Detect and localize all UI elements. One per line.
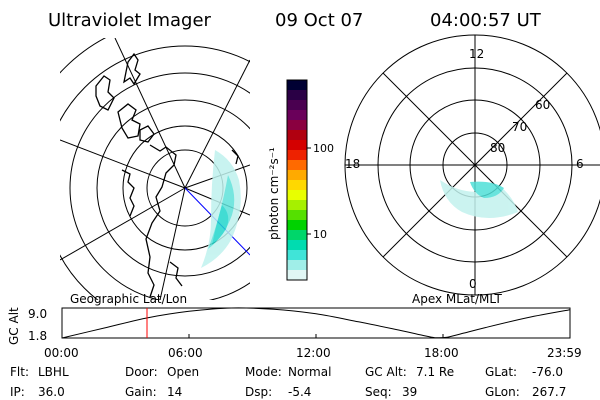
colorbar-cell [287,210,307,221]
status-glat-label: GLat: [485,365,517,379]
colorbar-cell [287,190,307,201]
colorbar-tick-10: 10 [313,228,327,241]
colorbar-cell [287,80,307,91]
status-mode-label: Mode: [245,365,282,379]
apex-mlt-line [382,72,568,258]
colorbar-cell [287,120,307,131]
apex-polar-panel [344,34,600,296]
altitude-plot: GC Alt 9.0 1.8 00:00 06:00 12:00 18:00 2… [7,307,582,360]
colorbar-cell [287,90,307,101]
geo-lat-circle [60,45,250,300]
apex-mlt-12-label: 12 [469,47,484,61]
colorbar-cell [287,130,307,141]
instrument-title: Ultraviolet Imager [48,10,212,31]
geo-meridian [159,187,186,300]
status-glon-label: GLon: [485,385,520,399]
geo-coastlines [95,52,239,298]
status-ip-value: 36.0 [38,385,65,399]
colorbar-cell [287,110,307,121]
coastline-island [123,52,141,86]
status-dsp-label: Dsp: [245,385,272,399]
colorbar-cell [287,140,307,151]
status-footer: Flt: LBHL Door: Open Mode: Normal GC Alt… [10,365,566,399]
altitude-xtick-0600: 06:00 [168,346,203,360]
colorbar: 100 10 photon cm⁻²s⁻¹ [267,79,334,281]
geo-aurora-emission [201,150,241,268]
coastline-island [139,125,155,143]
status-flt-value: LBHL [38,365,69,379]
colorbar-cell [287,250,307,261]
apex-lat-80-label: 80 [490,141,505,155]
status-seq-label: Seq: [365,385,392,399]
coastline-mainland [145,144,177,298]
altitude-curve [61,307,571,339]
altitude-xtick-2359: 23:59 [547,346,582,360]
coastline-island [117,103,141,139]
apex-panel-label: Apex MLat/MLT [412,292,502,306]
apex-lat-60-label: 60 [535,98,550,112]
status-flt-label: Flt: [10,365,29,379]
colorbar-cell [287,260,307,271]
colorbar-cell [287,200,307,211]
status-mode-value: Normal [288,365,331,379]
colorbar-frame [286,79,308,281]
geo-lat-circle [122,125,248,251]
altitude-ytick-9: 9.0 [28,307,47,321]
geo-meridian [184,59,250,189]
status-door-value: Open [167,365,199,379]
colorbar-tick-100: 100 [313,142,334,155]
colorbar-cell [287,160,307,171]
geographic-map-panel [60,38,250,300]
status-glat-value: -76.0 [532,365,563,379]
geo-lat-circle [69,72,250,300]
geo-meridian [60,187,186,261]
apex-mlt-18-label: 18 [345,157,360,171]
coastline-mainland [169,261,183,287]
apex-mlt-0-label: 0 [469,277,477,291]
colorbar-cell [287,100,307,111]
colorbar-cell [287,220,307,231]
apex-aurora-emission [440,180,518,218]
altitude-ytick-1-8: 1.8 [28,329,47,343]
status-dsp-value: -5.4 [288,385,311,399]
colorbar-cell [287,270,307,281]
coastline-island [95,75,115,111]
status-door-label: Door: [125,365,158,379]
colorbar-cell [287,240,307,251]
status-gcalt-value: 7.1 Re [416,365,454,379]
status-glon-value: 267.7 [532,385,566,399]
geo-lat-circle [96,99,250,277]
status-gcalt-label: GC Alt: [365,365,407,379]
colorbar-unit-label: photon cm⁻²s⁻¹ [267,147,281,240]
altitude-xtick-1800: 18:00 [424,346,459,360]
apex-mlt-6-label: 6 [576,157,584,171]
colorbar-cell [287,230,307,241]
colorbar-cell [287,150,307,161]
status-gain-label: Gain: [125,385,157,399]
altitude-xtick-0000: 00:00 [44,346,79,360]
status-ip-label: IP: [10,385,25,399]
observation-date: 09 Oct 07 [275,10,363,31]
geo-meridian [114,38,186,189]
geographic-panel-label: Geographic Lat/Lon [70,292,187,306]
altitude-ylabel: GC Alt [7,307,21,345]
observation-time: 04:00:57 UT [430,10,542,31]
altitude-xtick-1200: 12:00 [296,346,331,360]
status-seq-value: 39 [402,385,417,399]
status-gain-value: 14 [167,385,182,399]
coastline-fragment [231,149,239,165]
coastline-mainland [121,169,135,217]
altitude-plot-frame [61,307,571,339]
colorbar-cell [287,170,307,181]
apex-lat-70-label: 70 [512,120,527,134]
colorbar-cell [287,180,307,191]
